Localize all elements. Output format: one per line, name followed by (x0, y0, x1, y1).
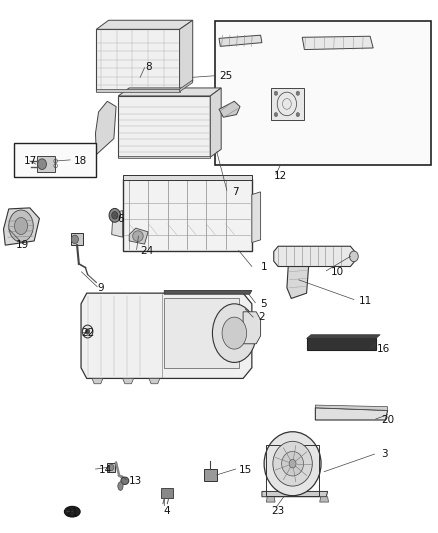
Polygon shape (307, 335, 380, 338)
Bar (71, 233, 83, 245)
Polygon shape (243, 312, 261, 344)
Polygon shape (123, 378, 134, 384)
Ellipse shape (212, 304, 256, 362)
Polygon shape (219, 101, 240, 117)
Polygon shape (129, 228, 148, 244)
Text: 23: 23 (272, 506, 285, 515)
Text: 3: 3 (381, 449, 388, 459)
Bar (204, 469, 217, 481)
Bar (37, 156, 55, 172)
Polygon shape (315, 408, 388, 420)
Polygon shape (118, 156, 210, 158)
Bar (107, 463, 115, 472)
Ellipse shape (121, 477, 129, 484)
Ellipse shape (133, 231, 143, 241)
Polygon shape (164, 290, 252, 294)
Text: 20: 20 (381, 415, 394, 425)
Polygon shape (95, 101, 116, 155)
Polygon shape (123, 179, 252, 251)
Text: 2: 2 (258, 312, 265, 322)
Ellipse shape (64, 506, 80, 517)
Polygon shape (262, 491, 328, 497)
Polygon shape (112, 211, 123, 237)
Ellipse shape (38, 159, 46, 169)
Ellipse shape (274, 91, 278, 95)
Text: 7: 7 (232, 187, 239, 197)
Polygon shape (180, 20, 193, 91)
Polygon shape (219, 35, 262, 46)
Polygon shape (118, 96, 210, 157)
Text: 16: 16 (377, 344, 390, 354)
Polygon shape (4, 208, 39, 245)
Bar (266, 445, 319, 496)
Polygon shape (180, 80, 193, 92)
Polygon shape (252, 192, 261, 243)
Polygon shape (123, 175, 252, 180)
Bar (14, 143, 96, 177)
Polygon shape (210, 88, 221, 157)
Ellipse shape (222, 317, 247, 349)
Polygon shape (307, 338, 376, 350)
Ellipse shape (109, 208, 120, 222)
Polygon shape (96, 20, 193, 29)
Text: 5: 5 (261, 299, 267, 309)
Polygon shape (287, 259, 309, 298)
Polygon shape (302, 36, 373, 50)
Ellipse shape (71, 235, 78, 244)
Text: 18: 18 (74, 156, 87, 166)
Polygon shape (110, 208, 120, 221)
Text: 4: 4 (163, 506, 170, 515)
Text: 14: 14 (99, 465, 112, 475)
Bar (161, 488, 173, 498)
Text: 24: 24 (140, 246, 153, 255)
Ellipse shape (273, 441, 312, 486)
Polygon shape (274, 246, 355, 266)
Ellipse shape (282, 451, 304, 476)
Bar (215, 21, 431, 165)
Text: 17: 17 (24, 156, 37, 166)
Text: 10: 10 (331, 267, 344, 277)
Polygon shape (320, 497, 328, 502)
Polygon shape (118, 88, 221, 96)
Ellipse shape (118, 482, 123, 490)
Polygon shape (315, 405, 388, 410)
Polygon shape (81, 293, 252, 378)
Text: 25: 25 (219, 71, 232, 80)
Polygon shape (96, 89, 180, 92)
Text: 9: 9 (97, 283, 104, 293)
Polygon shape (266, 497, 275, 502)
Text: 1: 1 (261, 262, 267, 271)
Ellipse shape (112, 212, 118, 219)
Ellipse shape (9, 210, 33, 242)
Text: 15: 15 (239, 465, 252, 475)
Ellipse shape (296, 112, 300, 117)
Ellipse shape (109, 464, 114, 471)
Text: 19: 19 (16, 240, 29, 250)
Bar (271, 88, 304, 120)
Polygon shape (149, 378, 160, 384)
Text: 22: 22 (81, 328, 94, 338)
Ellipse shape (274, 112, 278, 117)
Ellipse shape (264, 432, 321, 496)
Ellipse shape (350, 251, 358, 262)
Ellipse shape (14, 217, 28, 235)
Text: 12: 12 (274, 171, 287, 181)
Text: 8: 8 (145, 62, 152, 71)
Ellipse shape (289, 459, 296, 468)
Ellipse shape (296, 91, 300, 95)
Ellipse shape (85, 329, 90, 334)
Text: 21: 21 (65, 508, 78, 518)
Polygon shape (92, 378, 103, 384)
Polygon shape (96, 29, 180, 91)
Text: 13: 13 (129, 476, 142, 486)
Polygon shape (164, 298, 239, 368)
Text: 11: 11 (359, 296, 372, 306)
Text: 6: 6 (117, 214, 124, 223)
